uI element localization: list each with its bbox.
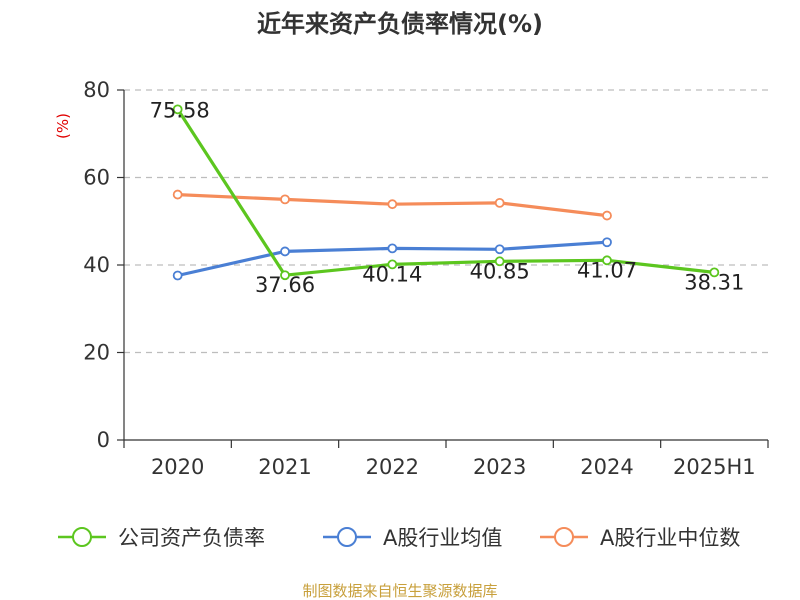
- x-tick-label: 2020: [151, 455, 204, 479]
- data-label: 41.07: [577, 258, 637, 282]
- source-note: 制图数据来自恒生聚源数据库: [302, 582, 497, 600]
- legend-marker: [337, 527, 357, 547]
- data-label: 38.31: [684, 270, 744, 294]
- data-point: [602, 210, 612, 221]
- data-point: [494, 256, 505, 267]
- data-point: [172, 189, 183, 200]
- data-point: [602, 255, 612, 266]
- x-tick-label: 2025H1: [673, 455, 756, 479]
- data-point: [172, 104, 183, 115]
- data-point: [172, 270, 183, 281]
- axes: 0 20 40 60 80 2020 2021 2022 2023 2024 2025H1: [83, 78, 769, 479]
- data-label: 75.58: [150, 98, 210, 122]
- data-point: [280, 270, 290, 281]
- data-point: [709, 267, 720, 278]
- data-point: [494, 244, 505, 255]
- data-point: [387, 259, 398, 270]
- legend-label: A股行业中位数: [600, 526, 740, 550]
- series-lines: [172, 104, 720, 281]
- series-line: [176, 108, 715, 277]
- data-label: 40.14: [362, 262, 422, 286]
- data-labels: 75.58 37.66 40.14 40.85 41.07 38.31: [150, 98, 745, 297]
- y-tick-label: 40: [83, 253, 110, 277]
- x-tick-label: 2022: [366, 455, 419, 479]
- data-label: 40.85: [470, 259, 530, 283]
- data-point: [387, 199, 398, 210]
- grid-lines: [124, 89, 768, 354]
- data-point: [280, 194, 290, 205]
- y-tick-label: 20: [83, 341, 110, 365]
- legend-marker: [554, 527, 574, 547]
- x-tick-label: 2021: [258, 455, 311, 479]
- data-point: [280, 246, 290, 257]
- y-tick-label: 0: [97, 428, 110, 452]
- legend-label: A股行业均值: [383, 526, 502, 550]
- data-point: [602, 237, 612, 248]
- x-tick-label: 2024: [580, 455, 633, 479]
- legend-label: 公司资产负债率: [118, 526, 265, 550]
- data-point: [387, 243, 398, 254]
- data-point: [494, 197, 505, 208]
- legend-marker: [72, 527, 92, 547]
- data-label: 37.66: [255, 273, 315, 297]
- x-tick-label: 2023: [473, 455, 526, 479]
- chart-title: 近年来资产负债率情况(%): [257, 10, 543, 38]
- y-tick-label: 80: [83, 78, 110, 102]
- legend: 公司资产负债率 A股行业均值 A股行业中位数: [58, 526, 740, 550]
- y-tick-label: 60: [83, 166, 110, 190]
- y-axis-unit: (%): [54, 113, 72, 139]
